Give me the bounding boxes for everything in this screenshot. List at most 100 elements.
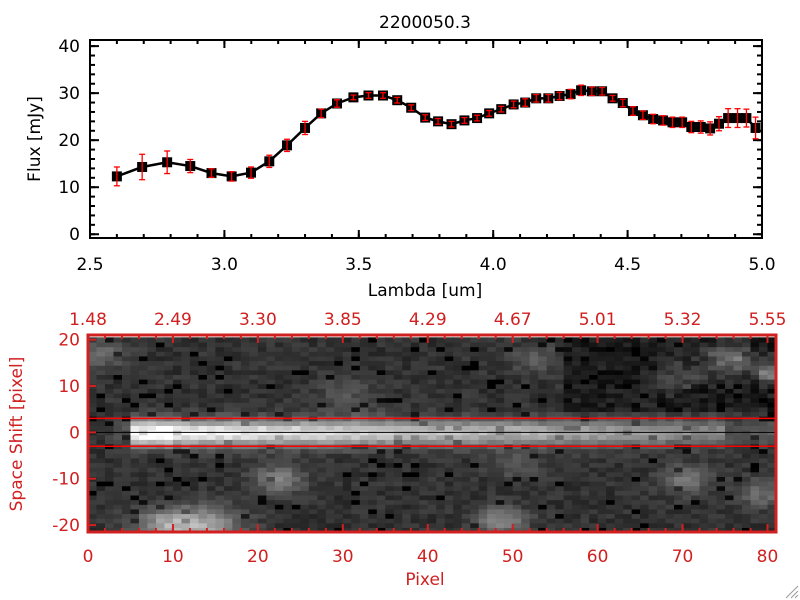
image-pixel [487,397,497,403]
image-pixel [716,406,726,413]
image-pixel [206,337,217,343]
image-pixel [750,508,760,515]
image-pixel [96,365,106,371]
image-pixel [555,504,565,510]
image-pixel [368,341,378,348]
image-pixel [88,527,98,533]
image-pixel [138,448,149,454]
image-pixel [147,392,157,399]
image-pixel [606,392,616,399]
image-pixel [342,369,352,375]
resize-grip-icon[interactable] [785,585,799,599]
image-pixel [648,374,658,380]
image-pixel [521,481,531,487]
image-pixel [674,481,684,487]
image-pixel [325,337,335,343]
image-pixel [88,471,98,477]
image-pixel [147,374,157,380]
image-pixel [359,397,369,403]
image-pixel [444,369,454,375]
image-pixel [206,490,217,496]
image-pixel [138,485,149,491]
image-pixel [359,369,369,375]
image-pixel [113,467,123,473]
image-pixel [606,351,616,357]
image-pixel [572,485,582,491]
image-pixel [334,453,344,459]
image-pixel [385,351,395,357]
image-pixel [750,402,760,408]
image-pixel [147,360,157,366]
image-pixel [589,411,599,417]
image-pixel [572,453,582,459]
error-bar [629,106,636,116]
image-pixel [189,485,200,491]
image-pixel [580,346,590,352]
image-pixel [88,346,98,352]
image-pixel [470,369,480,375]
image-pixel [538,467,548,473]
image-pixel [427,397,437,403]
image-pixel [648,346,658,352]
image-pixel [342,462,352,468]
image-pixel [589,439,599,445]
image-pixel [623,341,633,348]
image-pixel [300,499,310,505]
image-pixel [96,341,106,348]
image-pixel [470,402,480,408]
image-pixel [555,383,565,389]
image-pixel [249,379,259,385]
image-pixel [538,411,548,417]
image-pixel [665,453,675,459]
image-pixel [640,490,650,496]
image-pixel [257,360,267,366]
image-pixel [708,355,718,362]
image-pixel [487,527,497,533]
image-pixel [487,365,497,371]
image-pixel [436,467,446,473]
image-pixel [308,494,318,501]
image-pixel [223,513,233,519]
image-pixel [257,388,267,394]
image-pixel [725,341,735,348]
image-pixel [402,341,412,348]
image-pixel [546,411,556,417]
image-pixel [716,462,726,468]
image-pixel [334,374,344,380]
image-pixel [300,513,310,519]
image-pixel [402,411,412,417]
image-pixel [750,485,760,491]
image-pixel [283,379,293,385]
image-pixel [546,406,556,413]
image-pixel [461,434,471,440]
image-pixel [657,518,667,524]
image-pixel [351,522,361,528]
image-pixel [580,499,590,505]
image-pixel [742,379,752,385]
image-pixel [512,527,522,533]
image-pixel [742,337,752,343]
image-pixel [206,485,217,491]
image-pixel [249,402,259,408]
image-pixel [351,490,361,496]
image-pixel [623,379,633,385]
error-bar [650,113,657,125]
image-pixel [461,476,471,482]
image-pixel [198,462,208,468]
image-pixel [657,522,667,528]
image-pixel [521,365,531,371]
image-pixel [104,462,115,468]
image-pixel [402,379,412,385]
image-pixel [631,513,641,519]
image-pixel [393,420,403,426]
image-pixel [606,485,616,491]
image-pixel [691,402,701,408]
image-pixel [155,453,166,459]
image-pixel [342,392,352,399]
image-pixel [436,485,446,491]
image-pixel [393,434,403,440]
image-pixel [393,490,403,496]
image-pixel [478,494,488,501]
image-pixel [393,513,403,519]
image-pixel [657,508,667,515]
